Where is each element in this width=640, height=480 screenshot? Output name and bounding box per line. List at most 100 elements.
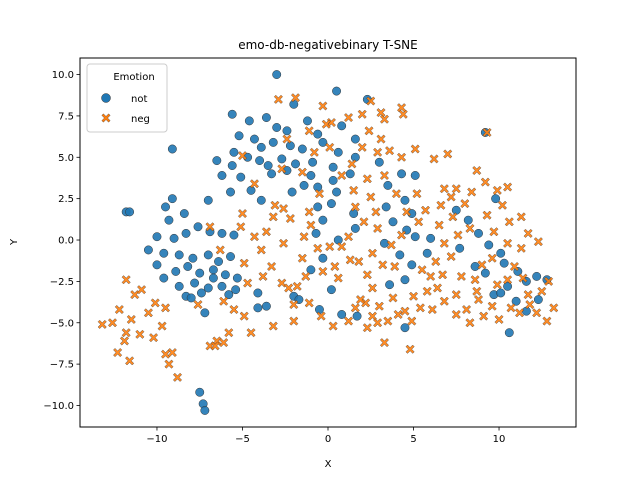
point-neg: [219, 296, 229, 306]
legend-label-neg: neg: [131, 114, 150, 125]
point-not: [297, 144, 307, 154]
point-not: [533, 295, 543, 305]
point-not: [183, 262, 193, 271]
point-not: [174, 250, 184, 260]
point-neg: [544, 276, 554, 286]
x-axis-label: X: [325, 459, 332, 470]
point-neg: [157, 321, 167, 331]
point-neg: [362, 174, 372, 184]
point-not: [203, 195, 213, 205]
point-neg: [379, 114, 389, 124]
point-neg: [304, 207, 314, 217]
point-neg: [333, 273, 343, 283]
point-neg: [149, 333, 159, 343]
point-not: [255, 156, 265, 166]
point-neg: [161, 349, 171, 359]
point-not: [332, 187, 342, 197]
point-neg: [415, 303, 425, 313]
point-not: [306, 265, 316, 275]
x-tick-label: 0: [325, 434, 331, 445]
point-not: [224, 290, 234, 300]
point-neg: [393, 309, 403, 319]
point-not: [236, 172, 246, 182]
point-neg: [291, 93, 300, 103]
point-not: [313, 182, 323, 192]
point-not: [231, 285, 241, 295]
point-neg: [378, 260, 388, 270]
point-not: [232, 273, 242, 283]
point-neg: [143, 308, 153, 318]
point-neg: [523, 290, 533, 300]
point-not: [318, 215, 328, 225]
point-neg: [467, 187, 477, 197]
point-not: [256, 195, 266, 205]
point-neg: [246, 328, 256, 338]
point-not: [282, 126, 292, 136]
point-neg: [451, 290, 461, 300]
point-neg: [373, 147, 383, 157]
point-neg: [379, 338, 389, 348]
chart-title: emo-db-negativebinary T-SNE: [238, 38, 418, 52]
point-neg: [479, 311, 489, 321]
point-neg: [487, 253, 497, 263]
x-tick-label: 5: [410, 434, 416, 445]
point-neg: [465, 223, 475, 233]
point-not: [200, 406, 210, 415]
point-not: [164, 215, 174, 225]
point-neg: [268, 321, 278, 331]
point-neg: [328, 321, 338, 331]
point-not: [306, 171, 316, 180]
point-neg: [347, 159, 357, 169]
point-neg: [325, 142, 335, 152]
y-tick-label: −5.0: [50, 318, 74, 329]
point-not: [491, 194, 501, 204]
point-not: [349, 209, 359, 218]
legend-marker-not: [101, 93, 111, 103]
point-not: [337, 121, 347, 131]
point-not: [195, 387, 205, 397]
point-neg: [516, 243, 526, 253]
point-neg: [239, 258, 249, 268]
point-neg: [173, 372, 182, 382]
y-tick-label: 2.5: [58, 194, 74, 205]
point-neg: [210, 341, 220, 351]
y-tick-label: −2.5: [50, 277, 74, 288]
point-not: [463, 215, 473, 225]
point-neg: [345, 255, 355, 265]
point-not: [388, 217, 398, 227]
point-neg: [344, 316, 354, 326]
point-not: [374, 157, 384, 167]
point-neg: [492, 280, 502, 290]
point-neg: [356, 295, 365, 305]
point-not: [385, 280, 395, 290]
point-not: [161, 202, 170, 212]
point-neg: [497, 200, 507, 210]
point-not: [261, 113, 271, 123]
point-not: [186, 293, 196, 303]
point-not: [303, 116, 312, 126]
point-not: [521, 306, 531, 316]
point-neg: [429, 154, 439, 164]
point-not: [227, 109, 237, 119]
point-neg: [337, 171, 347, 180]
point-neg: [367, 248, 377, 258]
point-neg: [482, 210, 492, 220]
point-not: [345, 169, 355, 179]
point-not: [410, 171, 420, 180]
point-neg: [477, 260, 487, 270]
legend-marker-neg: [101, 113, 111, 123]
point-neg: [321, 119, 331, 129]
point-not: [333, 235, 343, 245]
point-neg: [126, 314, 136, 324]
point-neg: [379, 171, 389, 180]
point-not: [174, 281, 184, 291]
point-neg: [301, 271, 311, 281]
point-neg: [359, 217, 369, 227]
point-neg: [350, 202, 360, 212]
point-neg: [270, 200, 280, 210]
point-not: [267, 169, 277, 179]
point-neg: [367, 283, 377, 293]
point-not: [272, 123, 282, 132]
point-not: [226, 252, 235, 262]
